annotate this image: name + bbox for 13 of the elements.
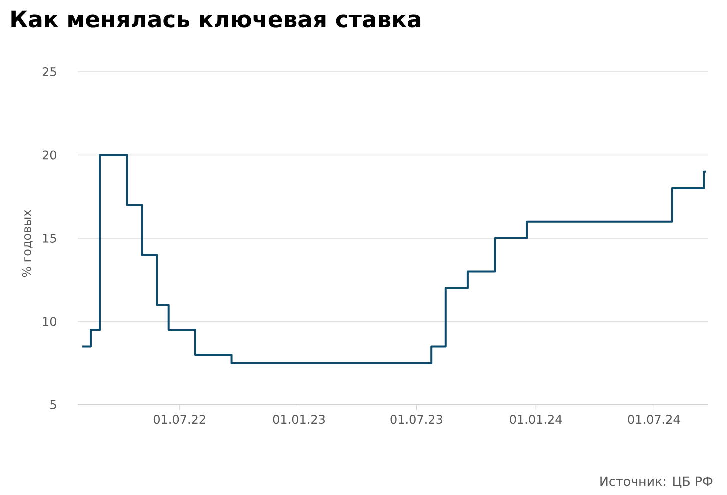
x-tick-label: 01.07.22 [154,415,206,424]
x-tick-label: 01.01.24 [510,415,562,424]
x-tick-label: 01.07.24 [628,415,680,424]
text: Источник: ЦБ РФ [600,476,713,488]
y-tick-label: 15 [43,234,56,243]
y-axis-title: % годовых [22,210,33,278]
y-tick-label: 25 [42,67,56,77]
chart-title: Как менялась ключевая ставка [12,10,421,28]
y-tick-label: 10 [43,317,56,326]
x-tick-label: 01.01.23 [273,415,325,424]
y-tick-label: 5 [50,400,56,410]
x-tick-label: 01.07.23 [390,415,442,424]
y-tick-label: 20 [42,150,56,160]
